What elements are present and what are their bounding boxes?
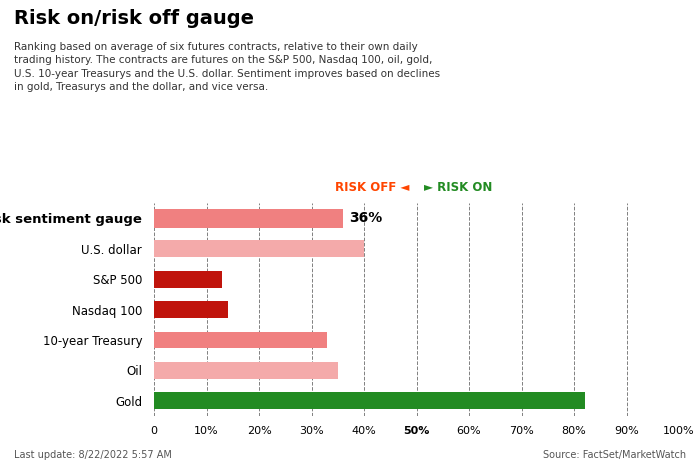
Text: Last update: 8/22/2022 5:57 AM: Last update: 8/22/2022 5:57 AM [14,450,172,460]
Text: Ranking based on average of six futures contracts, relative to their own daily
t: Ranking based on average of six futures … [14,42,440,92]
Text: 36%: 36% [349,212,382,225]
Bar [154,240,364,257]
Bar [154,271,223,287]
Bar [154,392,584,409]
Text: ► RISK ON: ► RISK ON [424,181,492,194]
Text: Risk on/risk off gauge: Risk on/risk off gauge [14,9,254,28]
Text: Source: FactSet/MarketWatch: Source: FactSet/MarketWatch [543,450,686,460]
Bar [154,362,337,379]
Bar [154,332,328,348]
Bar [154,209,343,228]
Text: RISK OFF ◄: RISK OFF ◄ [335,181,410,194]
Bar [154,301,228,318]
